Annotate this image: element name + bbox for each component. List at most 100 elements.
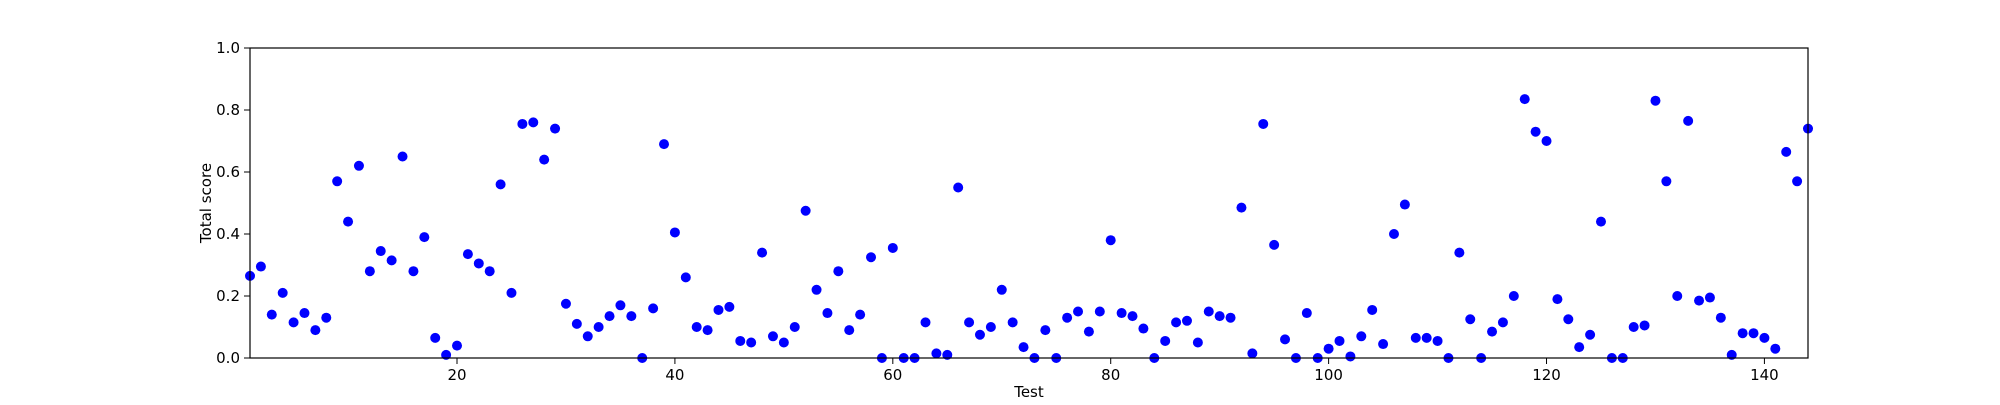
data-point — [1378, 339, 1389, 350]
data-point — [1116, 308, 1127, 319]
data-point — [648, 303, 659, 314]
data-point — [1171, 317, 1182, 328]
data-point — [1410, 332, 1421, 343]
data-point — [1388, 229, 1399, 239]
data-point — [1530, 126, 1541, 137]
data-point — [626, 311, 637, 322]
data-point — [550, 123, 561, 134]
data-point — [1672, 291, 1683, 301]
data-point — [1105, 235, 1116, 246]
data-point — [1356, 331, 1367, 342]
data-point — [571, 318, 582, 329]
data-point — [1062, 312, 1073, 323]
data-point — [659, 139, 670, 150]
data-point — [604, 311, 615, 322]
data-point — [757, 247, 768, 258]
y-tick-label: 1.0 — [216, 39, 240, 57]
data-point — [931, 348, 942, 359]
data-point — [887, 242, 898, 253]
data-point — [1399, 199, 1410, 210]
data-point — [1083, 326, 1094, 337]
data-point — [1432, 335, 1443, 346]
data-point — [746, 337, 757, 348]
data-point — [1595, 216, 1606, 227]
x-axis-ticks: 20 40 60 80 100 120 140 — [447, 358, 1779, 384]
data-point — [735, 335, 746, 346]
data-point — [1781, 146, 1792, 157]
data-point — [1421, 332, 1432, 343]
data-point — [1487, 326, 1498, 337]
x-tick-label: 100 — [1314, 366, 1343, 384]
data-point — [713, 304, 724, 315]
x-tick-label: 40 — [665, 366, 684, 384]
data-point — [1715, 312, 1726, 323]
data-point — [419, 232, 430, 243]
data-point — [1661, 176, 1672, 187]
data-point — [702, 325, 713, 336]
data-point — [1552, 294, 1563, 305]
data-points — [245, 94, 1813, 363]
data-point — [996, 284, 1007, 295]
data-point — [1280, 334, 1291, 345]
data-point — [800, 205, 811, 216]
data-point — [1519, 94, 1530, 105]
data-point — [1367, 304, 1378, 315]
data-point — [866, 252, 877, 263]
data-point — [1236, 202, 1247, 213]
data-point — [1465, 314, 1476, 325]
data-point — [506, 287, 517, 298]
x-tick-label: 20 — [447, 366, 466, 384]
data-point — [1683, 115, 1694, 126]
data-point — [528, 117, 539, 128]
data-point — [1160, 335, 1171, 346]
data-point — [353, 160, 364, 171]
data-point — [1704, 292, 1715, 303]
data-point — [1040, 325, 1051, 336]
data-point — [778, 337, 789, 348]
data-point — [1323, 343, 1334, 354]
y-tick-label: 0.8 — [216, 101, 240, 119]
data-point — [1694, 295, 1705, 306]
data-point — [680, 272, 691, 283]
x-tick-label: 140 — [1750, 366, 1779, 384]
data-point — [1563, 314, 1574, 325]
data-point — [1508, 291, 1519, 301]
data-point — [277, 287, 288, 298]
data-point — [473, 258, 484, 269]
data-point — [1454, 247, 1465, 258]
data-point — [844, 325, 855, 336]
data-point — [1247, 348, 1258, 359]
data-point — [255, 261, 266, 272]
data-point — [1094, 306, 1105, 317]
data-point — [1073, 306, 1084, 317]
data-point — [1759, 332, 1770, 343]
data-point — [789, 322, 800, 332]
data-point — [985, 322, 996, 332]
data-point — [539, 154, 550, 165]
data-point — [615, 300, 626, 311]
data-point — [1574, 342, 1585, 353]
y-tick-label: 0.2 — [216, 287, 240, 305]
data-point — [364, 266, 375, 277]
data-point — [430, 332, 441, 343]
data-point — [408, 266, 419, 277]
data-point — [386, 255, 397, 266]
data-point — [1269, 239, 1280, 250]
data-point — [1345, 351, 1356, 362]
y-tick-label: 0.4 — [216, 225, 240, 243]
data-point — [1214, 311, 1225, 322]
data-point — [920, 317, 931, 328]
data-point — [332, 176, 343, 187]
data-point — [375, 246, 386, 257]
x-tick-label: 60 — [883, 366, 902, 384]
data-point — [560, 298, 571, 309]
x-axis-label: Test — [1013, 383, 1044, 400]
data-point — [1650, 95, 1661, 106]
data-point — [1192, 337, 1203, 348]
data-point — [1301, 308, 1312, 319]
x-tick-label: 120 — [1532, 366, 1561, 384]
data-point — [822, 308, 833, 319]
y-axis-ticks: 0.0 0.2 0.4 0.6 0.8 1.0 — [216, 39, 250, 367]
